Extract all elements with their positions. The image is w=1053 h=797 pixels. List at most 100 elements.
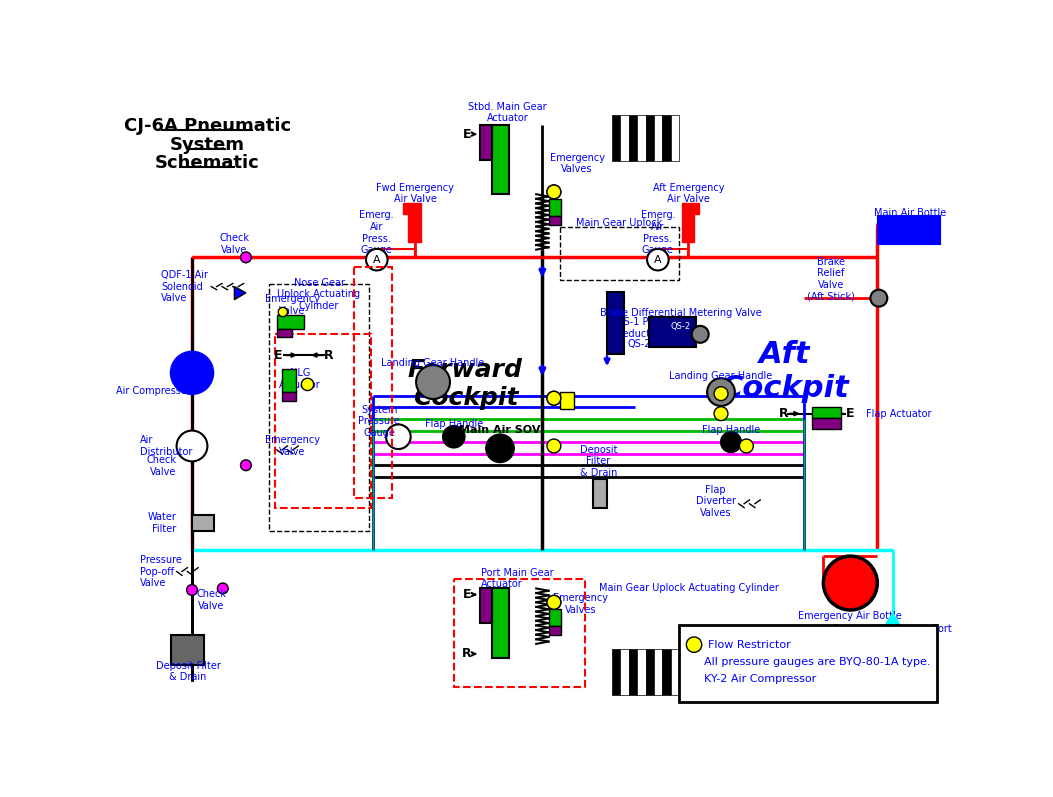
Text: Emergency
Valves: Emergency Valves	[550, 152, 604, 175]
Text: R: R	[778, 407, 789, 420]
Text: Main Air SOV: Main Air SOV	[459, 425, 541, 435]
Text: KY-2 Air Compressor: KY-2 Air Compressor	[704, 674, 816, 685]
Bar	[654, 649, 662, 695]
Text: Check
Valve: Check Valve	[146, 455, 177, 477]
Text: Brake
Relief
Valve
(Aft Stick): Brake Relief Valve (Aft Stick)	[808, 257, 855, 301]
Bar	[671, 649, 679, 695]
Bar	[612, 115, 620, 161]
Text: E: E	[274, 348, 282, 362]
Bar	[681, 203, 694, 242]
Circle shape	[547, 595, 561, 609]
Text: Emergency
Valves: Emergency Valves	[554, 593, 609, 614]
Text: E: E	[462, 588, 471, 601]
Text: QS-1 Pressure
Reduction Valve: QS-1 Pressure Reduction Valve	[616, 317, 695, 339]
Circle shape	[547, 595, 561, 609]
Bar	[172, 634, 203, 665]
Text: A: A	[654, 255, 661, 265]
Text: Emergency Air Bottle: Emergency Air Bottle	[798, 611, 902, 621]
Bar	[277, 329, 292, 336]
Circle shape	[721, 432, 741, 452]
Bar	[549, 198, 561, 216]
Circle shape	[687, 637, 701, 653]
Text: Flap Handle: Flap Handle	[702, 425, 760, 435]
Text: Flap Handle: Flap Handle	[424, 418, 483, 429]
Bar	[593, 479, 607, 508]
Text: Flow Restrictor: Flow Restrictor	[708, 640, 791, 650]
Circle shape	[648, 249, 669, 270]
Bar	[549, 609, 561, 626]
Bar	[620, 649, 629, 695]
Text: Check
Valve: Check Valve	[196, 589, 226, 611]
Text: QDF-1 Air
Solenoid
Valve: QDF-1 Air Solenoid Valve	[161, 270, 208, 303]
Circle shape	[386, 425, 411, 449]
Text: CJ-6A Pneumatic: CJ-6A Pneumatic	[124, 117, 291, 135]
Bar	[662, 115, 671, 161]
Bar	[277, 315, 303, 329]
Bar	[192, 516, 214, 531]
Circle shape	[739, 439, 753, 453]
Bar	[560, 392, 574, 409]
Circle shape	[416, 365, 450, 399]
Circle shape	[547, 185, 561, 198]
Text: Air
Distributor: Air Distributor	[140, 435, 193, 457]
Bar	[493, 588, 510, 658]
Text: Fwd Emergency
Air Valve: Fwd Emergency Air Valve	[376, 183, 454, 204]
Text: Emerg.
Air
Press.
Gauge: Emerg. Air Press. Gauge	[640, 210, 675, 255]
Circle shape	[714, 406, 728, 421]
Circle shape	[871, 289, 888, 307]
Bar	[275, 334, 372, 508]
Text: Aft
Cockpit: Aft Cockpit	[720, 340, 850, 402]
Bar	[694, 203, 699, 214]
Text: Pressure
Pop-off
Valve: Pressure Pop-off Valve	[140, 555, 182, 588]
Text: Schematic: Schematic	[155, 154, 260, 172]
Circle shape	[547, 439, 561, 453]
Text: Main Gear Uplock Actuating Cylinder: Main Gear Uplock Actuating Cylinder	[599, 583, 778, 594]
Circle shape	[217, 583, 229, 594]
Bar	[629, 649, 637, 695]
Text: Flap
Diverter
Valves: Flap Diverter Valves	[696, 485, 736, 518]
Bar	[607, 292, 624, 354]
Bar	[480, 125, 493, 159]
Polygon shape	[885, 613, 900, 626]
Circle shape	[186, 584, 197, 595]
Text: System: System	[170, 135, 245, 154]
Bar	[269, 285, 370, 531]
Bar	[480, 588, 493, 623]
Circle shape	[547, 391, 561, 405]
Bar	[879, 217, 939, 243]
Bar	[645, 649, 654, 695]
Bar	[637, 649, 645, 695]
Text: Aft Emergency
Air Valve: Aft Emergency Air Valve	[653, 183, 724, 204]
Bar	[637, 115, 645, 161]
Bar	[812, 418, 841, 429]
Circle shape	[240, 460, 252, 471]
Circle shape	[278, 308, 287, 316]
Circle shape	[714, 387, 728, 401]
Circle shape	[823, 556, 877, 610]
Text: A: A	[373, 255, 380, 265]
Bar	[454, 579, 584, 687]
Bar	[645, 115, 654, 161]
Text: Flap Actuator: Flap Actuator	[866, 409, 931, 418]
Circle shape	[366, 249, 388, 270]
Bar	[612, 649, 620, 695]
Bar	[282, 369, 296, 392]
Bar	[620, 115, 629, 161]
Circle shape	[547, 391, 561, 405]
Polygon shape	[235, 287, 246, 300]
Bar	[662, 649, 671, 695]
Text: Air Compressor: Air Compressor	[116, 386, 191, 395]
Text: Emergency
Valve: Emergency Valve	[264, 294, 320, 316]
Text: Stbd. Main Gear
Actuator: Stbd. Main Gear Actuator	[469, 102, 547, 124]
Circle shape	[177, 430, 207, 461]
Text: Deposit Filter
& Drain: Deposit Filter & Drain	[156, 661, 220, 682]
Text: Landing Gear Handle: Landing Gear Handle	[381, 358, 484, 368]
Text: QS-2: QS-2	[627, 339, 651, 348]
Bar	[678, 626, 936, 702]
Text: E: E	[847, 407, 855, 420]
Circle shape	[443, 426, 464, 448]
Text: Main Air Bottle: Main Air Bottle	[874, 208, 947, 218]
Text: Deposit
Filter
& Drain: Deposit Filter & Drain	[580, 445, 617, 478]
Bar	[403, 203, 409, 214]
Text: E: E	[462, 128, 471, 140]
